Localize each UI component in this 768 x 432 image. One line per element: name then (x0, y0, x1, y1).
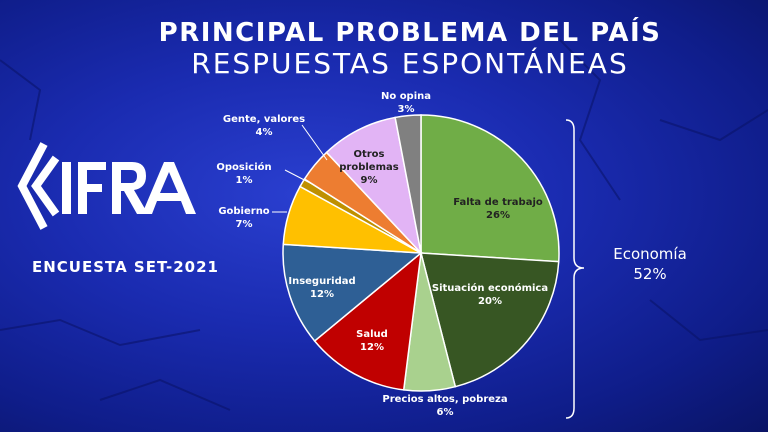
page-title: PRINCIPAL PROBLEMA DEL PAÍS (158, 18, 662, 48)
slice-label: Situación económica 20% (432, 282, 548, 307)
slice-label: Falta de trabajo 26% (453, 197, 543, 221)
slice-label: Oposición 1% (216, 161, 271, 186)
slice-label: Precios altos, pobreza 6% (382, 394, 507, 418)
pie-slice-salud (313, 251, 422, 391)
slice-label: Gobierno 7% (218, 206, 269, 230)
leader-line (284, 169, 315, 186)
pie-slice-situaci-n-econ-mica (420, 252, 560, 388)
cifra-logo (17, 142, 196, 230)
page-subtitle: RESPUESTAS ESPONTÁNEAS (191, 47, 629, 80)
economy-group-label: Economía 52% (610, 244, 690, 284)
slice-label: Salud 12% (356, 329, 388, 353)
slice-label: Gente, valores 4% (223, 114, 305, 138)
leader-line (301, 124, 328, 161)
slice-label: Inseguridad 12% (288, 276, 355, 300)
pie-slice-no-opina (394, 114, 422, 254)
slice-label: No opina 3% (381, 91, 431, 115)
slice-label: Otros problemas 9% (339, 149, 398, 186)
economy-bracket (565, 119, 585, 419)
economy-group-value: 52% (633, 265, 667, 283)
pie-slice-inseguridad (282, 243, 423, 343)
economy-group-name: Economía (613, 245, 687, 263)
survey-label: ENCUESTA SET-2021 (32, 258, 219, 276)
pie-slice-falta-de-trabajo (420, 114, 560, 263)
